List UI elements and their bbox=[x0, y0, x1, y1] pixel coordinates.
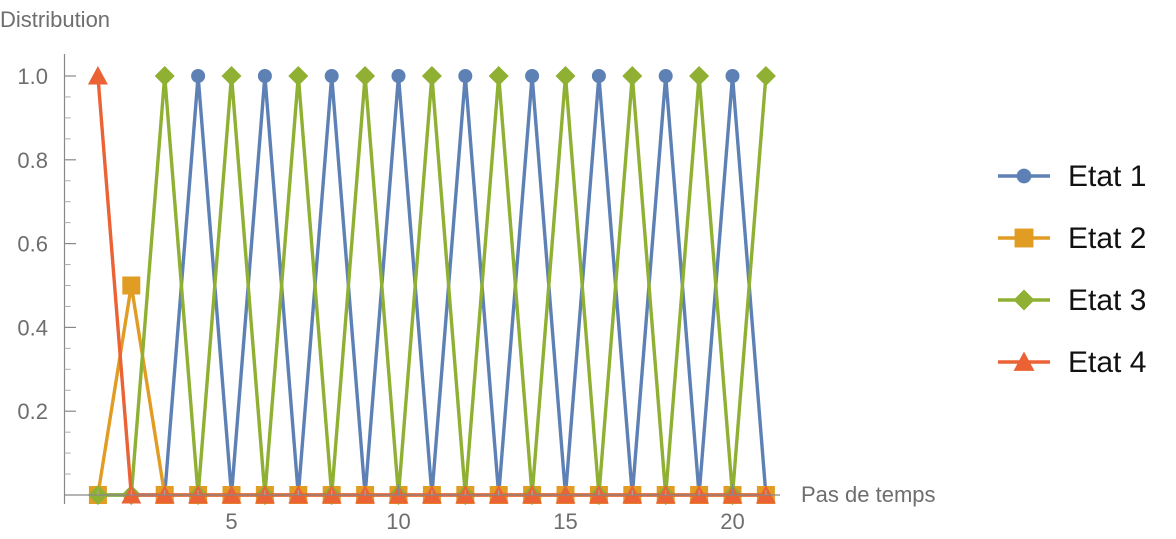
series-line bbox=[96, 75, 766, 497]
data-point-diamond bbox=[421, 66, 442, 86]
data-point-diamond bbox=[689, 66, 710, 86]
legend-item: Etat 3 bbox=[998, 284, 1146, 317]
data-point-circle bbox=[324, 69, 339, 83]
legend-label: Etat 1 bbox=[1068, 160, 1146, 193]
legend-label: Etat 2 bbox=[1068, 222, 1146, 255]
y-tick-label: 0.4 bbox=[17, 315, 48, 340]
data-point-circle bbox=[257, 69, 272, 83]
series-line bbox=[96, 285, 766, 497]
data-point-diamond bbox=[755, 66, 776, 86]
legend-item: Etat 1 bbox=[998, 160, 1146, 193]
data-point-diamond bbox=[288, 66, 309, 86]
axes: 0.2 0.4 0.6 0.8 1.0 5 10 15 20 Distribution Pas de… bbox=[0, 7, 936, 534]
x-tick-label: 5 bbox=[225, 509, 237, 534]
data-point-diamond bbox=[154, 66, 175, 86]
legend-item: Etat 2 bbox=[998, 222, 1146, 255]
y-axis-label: Distribution bbox=[0, 7, 110, 32]
x-tick-label: 20 bbox=[720, 509, 744, 534]
data-point-circle bbox=[391, 69, 406, 83]
plot-area bbox=[87, 66, 776, 505]
data-point-square bbox=[122, 276, 141, 295]
series-line bbox=[97, 75, 768, 497]
data-point-diamond bbox=[221, 66, 242, 86]
data-point-diamond bbox=[555, 66, 576, 86]
data-point-diamond bbox=[355, 66, 376, 86]
legend-marker-diamond bbox=[1013, 289, 1035, 311]
data-point-circle bbox=[458, 69, 473, 83]
y-tick-label: 0.8 bbox=[17, 148, 48, 173]
data-point-circle bbox=[525, 69, 540, 83]
data-point-circle bbox=[191, 69, 206, 83]
data-point-circle bbox=[658, 69, 673, 83]
data-point-circle bbox=[591, 69, 606, 83]
series-etat-3 bbox=[87, 66, 776, 505]
y-tick-label: 0.2 bbox=[17, 399, 48, 424]
legend: Etat 1 Etat 2 Etat 3 Etat 4 bbox=[998, 160, 1146, 379]
legend-marker-square bbox=[1014, 228, 1034, 248]
y-tick-label: 0.6 bbox=[17, 232, 48, 257]
series-line bbox=[97, 75, 768, 497]
x-tick-label: 10 bbox=[386, 509, 410, 534]
x-tick-label: 15 bbox=[553, 509, 577, 534]
series-etat-2 bbox=[88, 276, 775, 504]
data-point-diamond bbox=[488, 66, 509, 86]
legend-label: Etat 3 bbox=[1068, 284, 1146, 317]
legend-item: Etat 4 bbox=[998, 346, 1146, 379]
y-tick-label: 1.0 bbox=[17, 64, 48, 89]
data-point-triangle bbox=[87, 66, 108, 85]
x-axis-label: Pas de temps bbox=[801, 482, 936, 507]
legend-marker-circle bbox=[1016, 168, 1032, 184]
legend-marker-triangle bbox=[1013, 351, 1035, 371]
data-point-diamond bbox=[622, 66, 643, 86]
series-etat-4 bbox=[87, 66, 776, 504]
data-point-circle bbox=[725, 69, 740, 83]
legend-label: Etat 4 bbox=[1068, 346, 1146, 379]
